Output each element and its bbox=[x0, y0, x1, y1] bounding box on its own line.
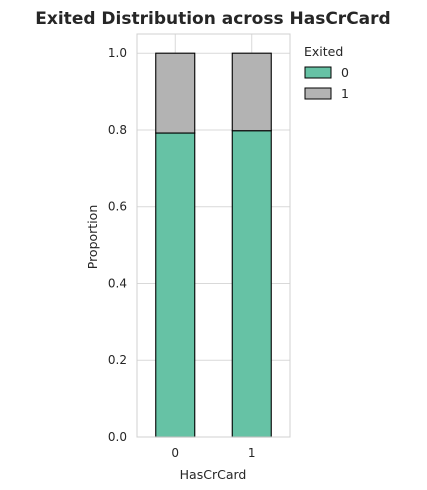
x-axis-label: HasCrCard bbox=[180, 467, 247, 482]
bar-segment bbox=[231, 130, 272, 438]
y-axis-label: Proportion bbox=[85, 205, 100, 270]
chart-title: Exited Distribution across HasCrCard bbox=[35, 9, 390, 29]
y-tick-label: 0.0 bbox=[108, 430, 127, 444]
legend-label: 0 bbox=[341, 65, 349, 80]
y-tick-label: 0.6 bbox=[108, 200, 127, 214]
y-tick-label: 0.2 bbox=[108, 353, 127, 367]
bar-segment bbox=[231, 52, 272, 132]
legend-title: Exited bbox=[304, 44, 343, 59]
y-tick-label: 0.8 bbox=[108, 123, 127, 137]
plot-area: 0.0 0.2 0.4 0.6 0.8 1.0 0 1 bbox=[108, 33, 291, 460]
y-tick-label: 1.0 bbox=[108, 46, 127, 60]
legend-swatch bbox=[304, 87, 332, 100]
plot-frame bbox=[136, 33, 291, 438]
x-tick-label: 0 bbox=[171, 446, 179, 460]
bar-segment bbox=[155, 132, 196, 438]
legend-label: 1 bbox=[341, 86, 349, 101]
legend-swatch bbox=[304, 66, 332, 79]
x-tick-label: 1 bbox=[248, 446, 256, 460]
legend: Exited 0 1 bbox=[304, 44, 349, 101]
y-tick-label: 0.4 bbox=[108, 276, 127, 290]
bar-segment bbox=[155, 52, 196, 134]
